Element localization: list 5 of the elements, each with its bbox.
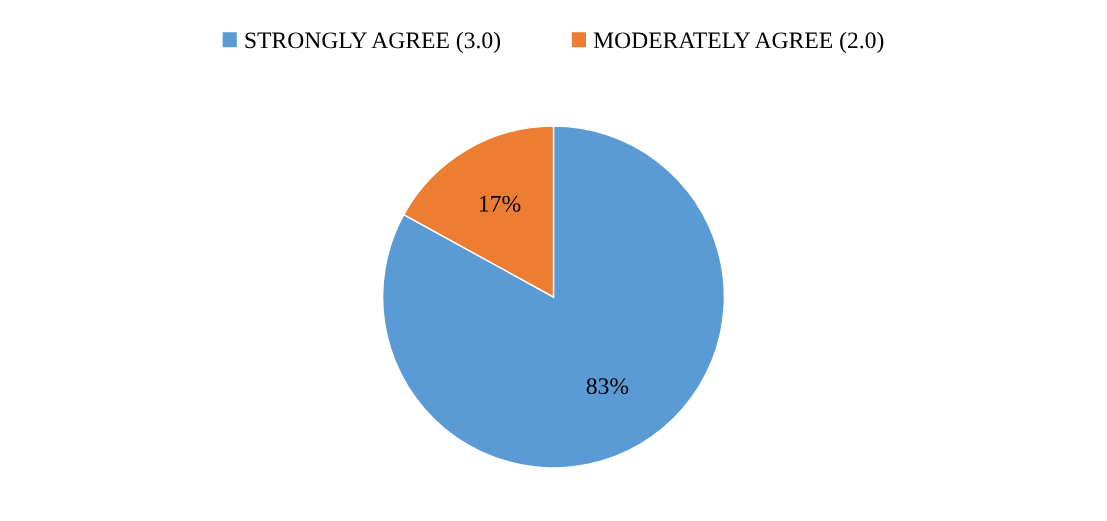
pie-slice [381, 125, 726, 469]
legend-label: MODERATELY AGREE (2.0) [593, 31, 884, 54]
data-label: 83% [586, 378, 629, 395]
legend-label: STRONGLY AGREE (3.0) [245, 31, 501, 54]
data-label: 17% [480, 195, 521, 212]
